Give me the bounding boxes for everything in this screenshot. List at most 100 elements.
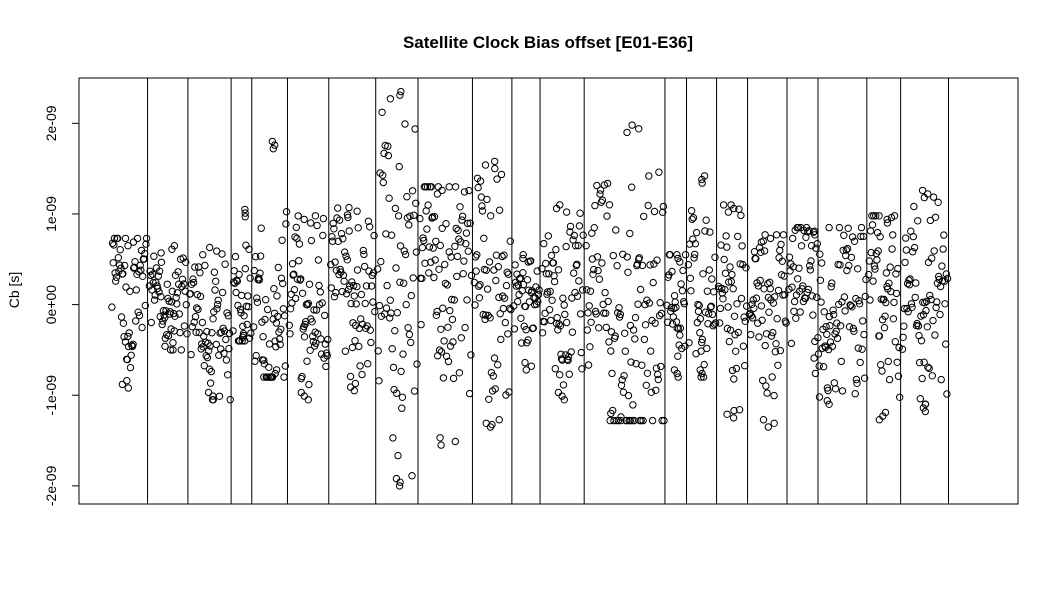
data-point <box>442 352 451 360</box>
data-point <box>382 304 391 312</box>
data-point <box>855 300 864 308</box>
data-point <box>555 320 563 328</box>
data-point <box>584 361 593 369</box>
data-point <box>393 389 401 397</box>
data-point <box>517 314 525 322</box>
data-point <box>251 253 260 261</box>
data-point <box>937 375 945 384</box>
data-point <box>892 289 901 298</box>
data-point <box>688 215 696 223</box>
data-point <box>353 282 361 291</box>
data-point <box>439 374 448 382</box>
data-point <box>405 330 414 339</box>
data-point <box>655 168 663 176</box>
data-point <box>121 234 130 243</box>
data-point <box>396 278 404 286</box>
data-point <box>524 336 532 344</box>
data-point <box>213 300 222 309</box>
data-point <box>155 267 164 275</box>
data-point <box>481 161 490 169</box>
data-point <box>412 248 421 256</box>
data-point <box>697 373 705 381</box>
data-point <box>631 313 640 322</box>
data-point <box>220 349 228 357</box>
data-point <box>182 258 190 266</box>
data-point <box>804 285 813 294</box>
data-point <box>628 416 636 425</box>
data-point <box>593 253 602 261</box>
data-point <box>900 322 908 330</box>
data-point <box>178 275 187 283</box>
data-point <box>461 323 469 332</box>
data-point <box>595 324 603 332</box>
data-point <box>595 275 604 283</box>
data-point <box>545 270 553 278</box>
data-point <box>330 225 338 233</box>
data-point <box>510 325 519 333</box>
data-point <box>206 379 215 387</box>
data-point <box>189 278 198 287</box>
data-point <box>898 345 907 353</box>
data-point <box>869 277 877 285</box>
data-point <box>586 287 595 295</box>
data-point <box>346 282 354 290</box>
data-point <box>576 209 584 217</box>
data-point <box>544 232 552 240</box>
data-point <box>772 340 780 348</box>
data-point <box>764 423 772 431</box>
data-point <box>806 262 814 270</box>
data-point <box>260 356 268 364</box>
data-point <box>437 441 445 449</box>
data-point <box>288 260 297 268</box>
data-point <box>881 312 889 320</box>
data-point <box>723 410 731 418</box>
data-point <box>213 305 221 313</box>
data-point <box>571 242 580 250</box>
data-point <box>456 203 464 211</box>
data-point <box>910 243 919 252</box>
data-point <box>197 345 205 353</box>
data-point <box>435 346 444 354</box>
data-point <box>760 247 769 255</box>
data-point <box>467 351 475 359</box>
data-point <box>757 302 766 310</box>
data-point <box>722 232 730 240</box>
data-point <box>191 263 199 271</box>
data-point <box>932 303 940 312</box>
data-point <box>785 253 794 261</box>
data-point <box>328 233 336 241</box>
data-point <box>853 379 861 387</box>
data-point <box>861 292 869 301</box>
data-point <box>620 372 628 380</box>
data-point <box>224 371 232 379</box>
data-point <box>942 270 950 278</box>
data-point <box>734 328 742 337</box>
data-point <box>300 215 308 224</box>
data-point <box>912 279 920 287</box>
data-point <box>119 319 128 327</box>
data-point <box>739 342 748 350</box>
data-point <box>560 301 568 309</box>
data-point <box>583 286 591 294</box>
data-point <box>261 315 269 324</box>
data-point <box>367 282 376 290</box>
data-point <box>919 311 928 319</box>
data-point <box>586 343 594 351</box>
data-point <box>724 208 733 216</box>
data-point <box>207 367 216 376</box>
data-point <box>427 258 435 266</box>
data-point <box>630 416 638 425</box>
data-point <box>251 357 259 365</box>
data-point <box>752 255 760 263</box>
data-point <box>524 258 532 266</box>
data-point <box>850 237 859 246</box>
data-point <box>691 250 699 259</box>
data-point <box>301 320 309 329</box>
data-point <box>157 293 165 301</box>
data-point <box>123 355 132 364</box>
data-point <box>270 285 278 293</box>
data-point <box>812 244 820 252</box>
data-point <box>198 318 207 327</box>
data-point <box>265 363 273 371</box>
data-point <box>218 288 227 297</box>
